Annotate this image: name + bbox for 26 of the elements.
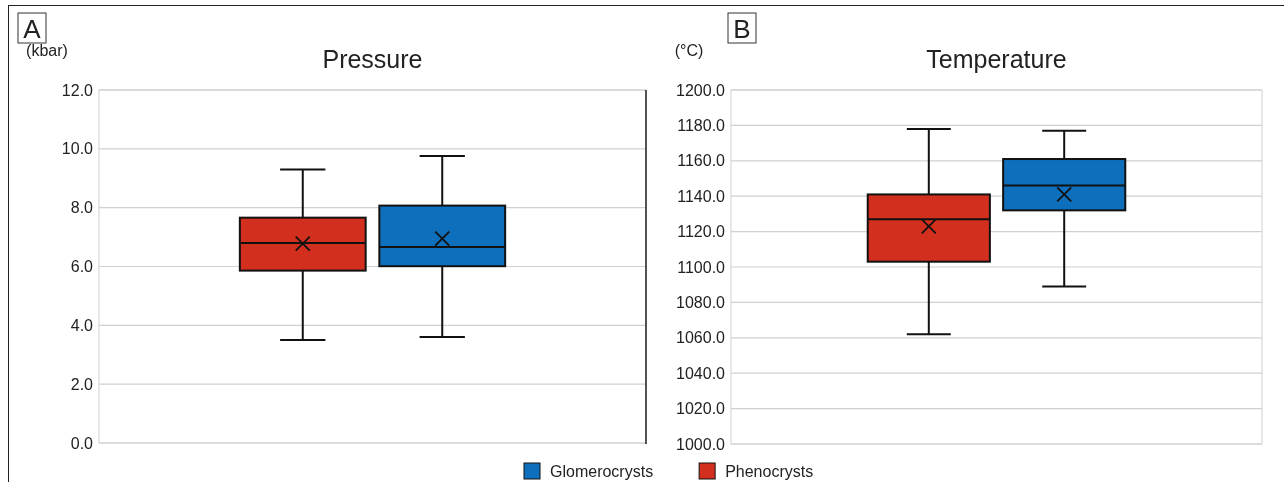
y-tick-label: 8.0 [70,199,94,217]
chart-title: Pressure [322,45,423,73]
y-tick-label: 1120.0 [677,223,726,241]
y-tick-label: 10.0 [61,140,94,158]
y-tick-label: 4.0 [70,316,94,334]
y-tick-label: 2.0 [70,375,94,393]
y-tick-label: 1140.0 [677,187,726,205]
text: B [733,14,751,44]
y-tick-label: 1100.0 [677,258,726,276]
y-tick-label: 6.0 [70,258,94,276]
y-tick-label: 1160.0 [677,152,726,170]
y-tick-label: 1060.0 [676,329,726,347]
y-tick-label: 1180.0 [677,117,726,135]
y-tick-label: 1040.0 [676,364,726,382]
y-tick-label: 1000.0 [676,435,726,453]
y-tick-label: 1080.0 [676,294,726,312]
legend-label: Phenocrysts [725,463,814,480]
y-axis-title: (kbar) [26,42,68,59]
y-tick-label: 1200.0 [676,81,726,99]
y-axis-title: (°C) [674,42,704,59]
legend-label: Glomerocrysts [550,463,654,480]
y-tick-label: 1020.0 [676,400,726,418]
y-tick-label: 0.0 [70,434,94,452]
chart-title: Temperature [926,45,1067,73]
text: A [23,14,42,44]
y-tick-label: 12.0 [61,81,94,99]
